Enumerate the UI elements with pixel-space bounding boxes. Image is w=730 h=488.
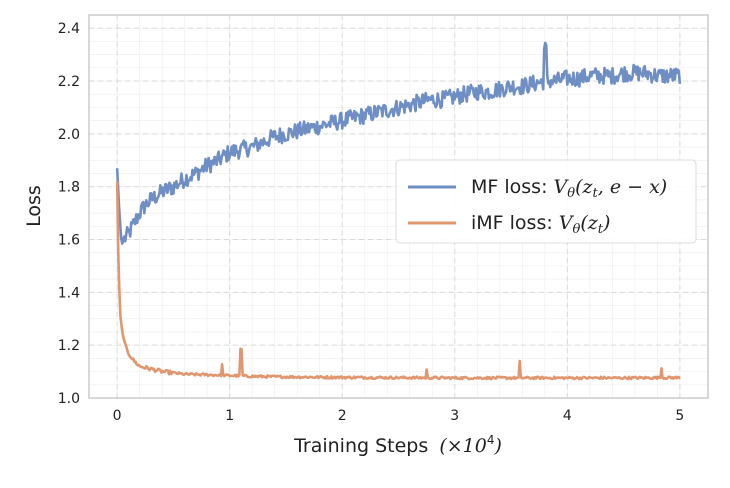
y-tick-label: 1.8 [58, 180, 80, 196]
series-layer [115, 41, 682, 381]
x-axis-title-close: ) [493, 435, 501, 457]
x-axis-title-exp: 4 [487, 433, 495, 447]
legend-mf-sub2: t [593, 186, 599, 201]
y-tick-label: 1.6 [58, 233, 80, 249]
legend: MF loss: Vθ(zt, e − x) iMF loss: Vθ(zt) [395, 159, 697, 244]
x-tick-label: 4 [563, 408, 572, 424]
x-tick-label: 5 [675, 408, 684, 424]
legend-mf-sub: θ [567, 186, 575, 201]
x-axis-title-math: (×10 [439, 435, 487, 457]
y-tick-label: 1.0 [58, 391, 80, 407]
y-axis-title: Loss [23, 185, 45, 227]
y-tick-label: 1.4 [58, 285, 80, 301]
plot-frame [88, 14, 709, 399]
legend-mf-v: V [554, 176, 570, 198]
legend-label-imf: iMF loss: Vθ(zt) [471, 212, 610, 237]
y-tick-label: 2.0 [58, 127, 80, 143]
y-tick-label: 1.2 [58, 338, 80, 354]
y-tick-label: 2.2 [58, 74, 80, 90]
legend-imf-sub2: t [598, 222, 604, 237]
legend-box [395, 159, 697, 244]
series-line-mf-loss [115, 41, 682, 245]
legend-mf-prefix: MF loss: [471, 176, 554, 198]
y-tick-labels: 1.0 1.2 1.4 1.6 1.8 2.0 2.2 2.4 [58, 21, 80, 407]
x-axis-title-text: Training Steps [293, 435, 428, 457]
x-tick-label: 2 [338, 408, 347, 424]
legend-imf-v: V [559, 212, 575, 234]
x-tick-label: 1 [225, 408, 234, 424]
x-axis-title: Training Steps (×104) [293, 433, 502, 457]
legend-imf-sub: θ [573, 222, 581, 237]
legend-label-mf: MF loss: Vθ(zt, e − x) [471, 176, 667, 201]
series-line-imf-loss [115, 181, 681, 381]
legend-mf-rest: , e − x) [598, 176, 667, 198]
x-tick-label: 3 [450, 408, 459, 424]
legend-imf-prefix: iMF loss: [471, 212, 559, 234]
legend-imf-rest: ) [602, 212, 610, 234]
y-tick-label: 2.4 [58, 21, 80, 37]
legend-mf-args: (z [575, 176, 593, 198]
x-tick-label: 0 [113, 408, 122, 424]
x-tick-labels: 0 1 2 3 4 5 [113, 408, 685, 424]
legend-imf-args: (z [580, 212, 598, 234]
